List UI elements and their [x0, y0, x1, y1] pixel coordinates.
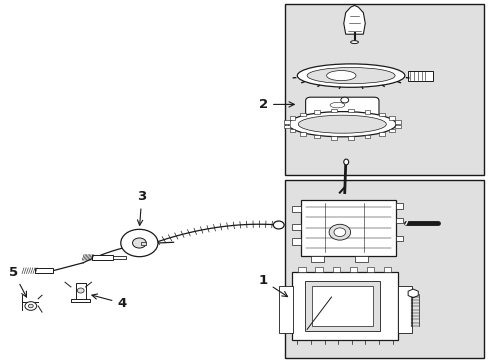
Bar [311, 286, 372, 326]
Bar [113, 256, 125, 259]
Bar [349, 267, 356, 272]
Bar [298, 267, 305, 272]
Bar [299, 132, 305, 136]
Bar [395, 203, 403, 209]
Bar [313, 110, 319, 114]
Circle shape [121, 229, 158, 257]
Bar [330, 109, 336, 112]
Bar [284, 120, 289, 123]
Text: 5: 5 [9, 266, 26, 297]
Ellipse shape [326, 71, 355, 81]
Circle shape [28, 304, 33, 308]
Bar [291, 224, 300, 230]
Circle shape [132, 238, 146, 248]
Circle shape [77, 288, 84, 293]
Circle shape [340, 97, 348, 103]
Bar [347, 109, 353, 112]
Bar [35, 268, 53, 273]
Bar [310, 256, 324, 262]
Bar [289, 129, 295, 132]
Bar [388, 129, 394, 132]
Bar [330, 136, 336, 140]
Bar [394, 120, 400, 123]
Circle shape [273, 221, 284, 229]
Bar [304, 281, 380, 331]
Polygon shape [343, 5, 365, 34]
Bar [291, 238, 300, 245]
Bar [378, 132, 384, 136]
Polygon shape [407, 289, 417, 298]
Bar [394, 125, 400, 129]
Bar [284, 4, 483, 175]
Bar [378, 113, 384, 116]
Bar [397, 286, 411, 333]
Ellipse shape [288, 112, 395, 137]
Bar [364, 110, 370, 114]
Bar [315, 267, 322, 272]
Text: 2: 2 [258, 98, 294, 111]
Bar [292, 272, 397, 340]
Circle shape [25, 302, 37, 310]
Ellipse shape [297, 64, 404, 87]
Bar [278, 286, 293, 333]
Bar [291, 206, 300, 212]
Bar [364, 135, 370, 138]
Text: 1: 1 [258, 274, 287, 297]
Bar [289, 116, 295, 120]
Ellipse shape [350, 41, 358, 44]
Bar [313, 135, 319, 138]
Bar [407, 71, 432, 81]
Bar [332, 267, 339, 272]
Circle shape [333, 228, 345, 237]
Bar [366, 267, 373, 272]
Bar [284, 125, 289, 129]
Ellipse shape [298, 115, 386, 133]
Ellipse shape [343, 159, 348, 165]
Ellipse shape [306, 68, 394, 84]
Bar [71, 299, 90, 302]
Bar [388, 116, 394, 120]
Bar [347, 136, 353, 140]
Bar [354, 256, 367, 262]
Bar [300, 200, 395, 256]
Bar [76, 283, 85, 300]
Bar [395, 218, 403, 223]
Text: 3: 3 [137, 190, 146, 225]
Bar [395, 236, 403, 241]
Bar [92, 255, 113, 260]
Bar [383, 267, 390, 272]
Bar [284, 180, 483, 358]
Ellipse shape [329, 103, 344, 108]
Bar [141, 242, 146, 245]
Text: 4: 4 [92, 294, 126, 310]
Bar [299, 113, 305, 116]
FancyBboxPatch shape [305, 97, 378, 124]
Circle shape [328, 224, 350, 240]
